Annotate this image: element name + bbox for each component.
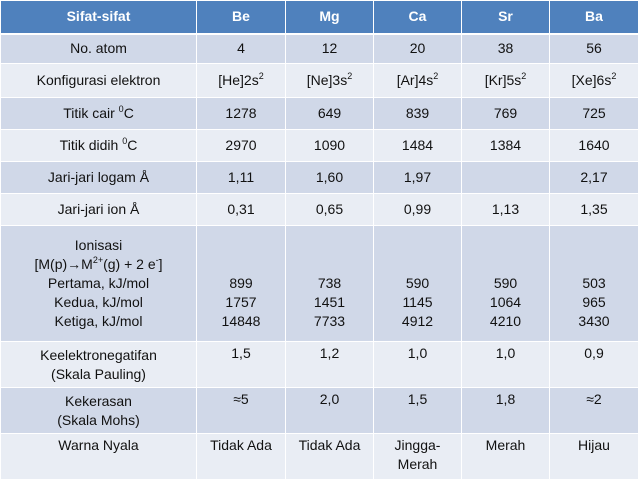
- row-label: Keelektronegatifan (Skala Pauling): [1, 342, 197, 388]
- cell: 0,9: [550, 342, 638, 388]
- cell: 0,31: [197, 194, 286, 226]
- cell: 1,0: [462, 342, 550, 388]
- cell: 1278: [197, 98, 286, 130]
- table-row: No. atom 4 12 20 38 56: [1, 34, 638, 64]
- row-label: Warna Nyala: [1, 434, 197, 480]
- cell: [Ar]4s2: [374, 64, 462, 98]
- cell: 12: [286, 34, 374, 64]
- row-label: Kekerasan (Skala Mohs): [1, 388, 197, 434]
- cell: Tidak Ada: [197, 434, 286, 480]
- cell: 769: [462, 98, 550, 130]
- cell: 1,35: [550, 194, 638, 226]
- cell: [462, 162, 550, 194]
- cell: 0,65: [286, 194, 374, 226]
- cell: 1,0: [374, 342, 462, 388]
- cell: [He]2s2: [197, 64, 286, 98]
- cell: 1,2: [286, 342, 374, 388]
- table-row: Kekerasan (Skala Mohs) ≈5 2,0 1,5 1,8 ≈2: [1, 388, 638, 434]
- table-row: Konfigurasi elektron [He]2s2 [Ne]3s2 [Ar…: [1, 64, 638, 98]
- table-row-ionization: Ionisasi [M(p)→M2+(g) + 2 e-] Pertama, k…: [1, 226, 638, 342]
- cell: Tidak Ada: [286, 434, 374, 480]
- cell: Jingga-Merah: [374, 434, 462, 480]
- cell: [Kr]5s2: [462, 64, 550, 98]
- cell: 38: [462, 34, 550, 64]
- cell: 1,5: [197, 342, 286, 388]
- cell: 1,11: [197, 162, 286, 194]
- table-row: Keelektronegatifan (Skala Pauling) 1,5 1…: [1, 342, 638, 388]
- cell: Merah: [462, 434, 550, 480]
- cell: 56: [550, 34, 638, 64]
- row-label: Jari-jari logam Å: [1, 162, 197, 194]
- cell: ≈5: [197, 388, 286, 434]
- table-row: Warna Nyala Tidak Ada Tidak Ada Jingga-M…: [1, 434, 638, 480]
- cell: Hijau: [550, 434, 638, 480]
- cell: 1,60: [286, 162, 374, 194]
- row-label: Titik cair 0C: [1, 98, 197, 130]
- cell: 1384: [462, 130, 550, 162]
- cell: 2970: [197, 130, 286, 162]
- cell: 1,8: [462, 388, 550, 434]
- cell: 20: [374, 34, 462, 64]
- header-property: Sifat-sifat: [1, 1, 197, 34]
- row-label: Titik didih 0C: [1, 130, 197, 162]
- cell: 4: [197, 34, 286, 64]
- cell: 1640: [550, 130, 638, 162]
- cell: 839: [374, 98, 462, 130]
- cell: 649: [286, 98, 374, 130]
- table-row: Titik cair 0C 1278 649 839 769 725: [1, 98, 638, 130]
- row-label: Ionisasi [M(p)→M2+(g) + 2 e-] Pertama, k…: [1, 226, 197, 342]
- cell: ≈2: [550, 388, 638, 434]
- cell: 725: [550, 98, 638, 130]
- cell: [Xe]6s2: [550, 64, 638, 98]
- table-row: Titik didih 0C 2970 1090 1484 1384 1640: [1, 130, 638, 162]
- row-label: No. atom: [1, 34, 197, 64]
- cell: 0,99: [374, 194, 462, 226]
- header-sr: Sr: [462, 1, 550, 34]
- cell: 2,17: [550, 162, 638, 194]
- cell: 2,0: [286, 388, 374, 434]
- cell: 1,5: [374, 388, 462, 434]
- row-label: Jari-jari ion Å: [1, 194, 197, 226]
- cell: 1,97: [374, 162, 462, 194]
- row-label: Konfigurasi elektron: [1, 64, 197, 98]
- cell: [Ne]3s2: [286, 64, 374, 98]
- header-ca: Ca: [374, 1, 462, 34]
- header-mg: Mg: [286, 1, 374, 34]
- cell: 1090: [286, 130, 374, 162]
- table-row: Jari-jari ion Å 0,31 0,65 0,99 1,13 1,35: [1, 194, 638, 226]
- cell: 1,13: [462, 194, 550, 226]
- header-be: Be: [197, 1, 286, 34]
- table-row: Jari-jari logam Å 1,11 1,60 1,97 2,17: [1, 162, 638, 194]
- header-ba: Ba: [550, 1, 638, 34]
- cell: 1484: [374, 130, 462, 162]
- header-row: Sifat-sifat Be Mg Ca Sr Ba: [1, 1, 638, 34]
